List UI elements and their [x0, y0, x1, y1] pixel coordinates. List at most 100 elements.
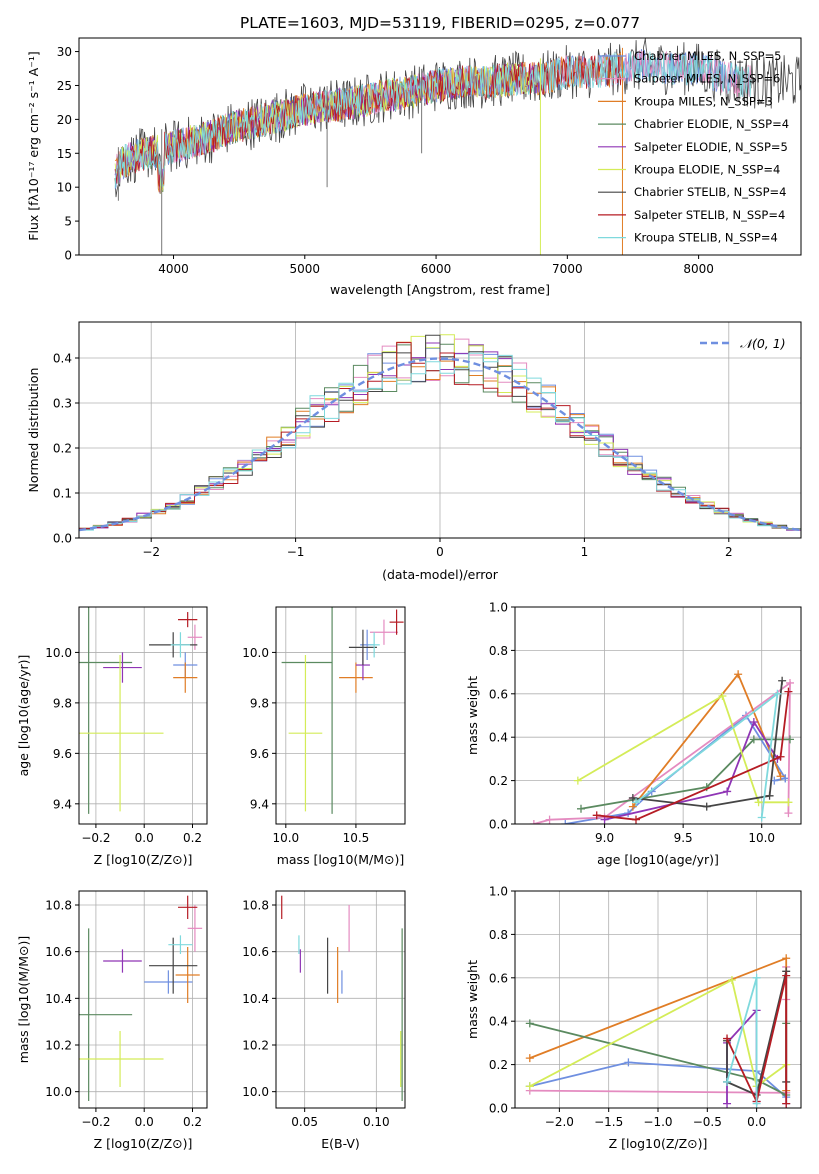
x-tick-label: −0.2	[81, 831, 110, 845]
y-tick-label: 0.2	[489, 1058, 508, 1072]
weight-marker	[752, 1099, 761, 1108]
x-tick-label: −2	[142, 545, 160, 559]
x-tick-label: 10.5	[343, 831, 370, 845]
axes-frame	[275, 890, 406, 1109]
mass-vs-metallicity-panel: −0.2 0.0 0.2 10.0 10.2 10.4 10.6 10.8 Z [log10(Z…	[16, 890, 208, 1151]
weight-marker	[752, 973, 761, 982]
y-tick-label: 0.8	[489, 644, 508, 658]
weight-line	[529, 978, 787, 1088]
y-tick-label: 9.4	[53, 797, 72, 811]
age-vs-mass-panel: 10.0 10.5 9.4 9.6 9.8 10.0 mass [log10(M/M⊙)]	[242, 606, 406, 867]
y-tick-label: 0.2	[489, 774, 508, 788]
x-tick-label: 4000	[158, 262, 189, 276]
y-axis-label: Normed distribution	[26, 368, 41, 493]
x-tick-label: 1	[581, 545, 589, 559]
x-tick-label: 0.0	[135, 831, 154, 845]
y-tick-label: 9.8	[250, 696, 269, 710]
x-tick-label: 6000	[421, 262, 452, 276]
x-tick-label: 0.05	[291, 1115, 318, 1129]
x-tick-label: 2	[725, 545, 733, 559]
x-tick-label: 9.0	[595, 831, 614, 845]
y-tick-label: 0.0	[489, 818, 508, 832]
legend-label: Chabrier MILES, N_SSP=5	[634, 49, 781, 63]
weight-line	[596, 691, 790, 821]
weight-marker	[723, 1099, 732, 1108]
weight-marker	[754, 798, 763, 807]
y-tick-label: 10.0	[45, 1085, 72, 1099]
histogram-steps	[79, 334, 801, 538]
y-axis-label: Flux [fλ10⁻¹⁷ erg cm⁻² s⁻¹ A⁻¹]	[26, 51, 41, 240]
weight-marker	[525, 1019, 534, 1028]
weight-marker	[757, 813, 766, 822]
y-axis-label: mass weight	[465, 676, 480, 755]
weight-marker	[765, 791, 774, 800]
legend-label: Salpeter ELODIE, N_SSP=5	[634, 140, 788, 154]
x-tick-label: 10.0	[748, 831, 775, 845]
weight-marker	[723, 1077, 732, 1086]
axes-frame	[514, 606, 802, 825]
weight-marker	[573, 776, 582, 785]
x-tick-label: 9.5	[674, 831, 693, 845]
weight-marker	[529, 820, 538, 824]
x-tick-label: −1.5	[594, 1115, 623, 1129]
y-tick-label: 25	[57, 79, 72, 93]
x-tick-label: 5000	[290, 262, 321, 276]
y-tick-label: 10.2	[45, 1039, 72, 1053]
y-axis-label: mass weight	[465, 960, 480, 1039]
y-axis-label: mass [log10(M/M⊙)]	[16, 936, 31, 1064]
y-tick-label: 0.4	[489, 1015, 508, 1029]
plot-area	[281, 895, 403, 1101]
x-tick-label: 8000	[683, 262, 714, 276]
weight-marker	[561, 820, 570, 824]
x-axis-label: Z [log10(Z/Z⊙)]	[94, 1136, 193, 1151]
y-tick-label: 15	[57, 147, 72, 161]
weight-marker	[773, 689, 782, 698]
axes-frame	[78, 606, 208, 825]
weight-marker	[749, 735, 758, 744]
legend-label: Kroupa ELODIE, N_SSP=4	[634, 163, 780, 177]
x-tick-label: −1.0	[643, 1115, 672, 1129]
mass-weight-vs-age-panel: 9.0 9.5 10.0 0.0 0.2 0.4 0.6 0.8 1.0 age [log10(a…	[465, 601, 802, 867]
weight-marker	[782, 971, 791, 980]
x-axis-label: wavelength [Angstrom, rest frame]	[330, 282, 550, 297]
y-tick-label: 0.0	[489, 1102, 508, 1116]
legend-label: Chabrier STELIB, N_SSP=4	[634, 185, 786, 199]
age-vs-metallicity-panel: −0.2 0.0 0.2 9.4 9.6 9.8 10.0 Z [log10(Z/Z⊙)] ag…	[16, 606, 208, 867]
axes-frame	[78, 890, 208, 1109]
weight-line	[632, 680, 783, 808]
y-tick-label: 0.2	[53, 442, 72, 456]
weight-marker	[784, 798, 793, 807]
y-tick-label: 30	[57, 45, 72, 59]
plot-area	[79, 895, 203, 1101]
residual-histogram-panel: −2 −1 0 1 2 0.0 0.1 0.2 0.3 0.4 (data-model)/error…	[26, 321, 802, 582]
weight-marker	[727, 975, 736, 984]
weight-marker	[624, 1058, 633, 1067]
y-tick-label: 10.0	[242, 1085, 269, 1099]
weight-marker	[628, 802, 637, 811]
y-tick-label: 1.0	[489, 885, 508, 899]
plot-area	[79, 607, 203, 814]
axes-frame	[78, 321, 802, 539]
legend-label: Salpeter STELIB, N_SSP=4	[634, 208, 785, 222]
y-tick-label: 9.6	[250, 747, 269, 761]
figure-title: PLATE=1603, MJD=53119, FIBERID=0295, z=0…	[240, 14, 640, 32]
x-tick-label: 0	[436, 545, 444, 559]
legend-label: Kroupa STELIB, N_SSP=4	[634, 231, 778, 245]
x-axis-label: (data-model)/error	[382, 567, 499, 582]
plot-area	[525, 954, 791, 1108]
x-tick-label: 0.0	[747, 1115, 766, 1129]
y-tick-label: 10.4	[242, 992, 269, 1006]
legend-label: Kroupa MILES, N_SSP=3	[634, 94, 773, 108]
legend-label: 𝒩(0, 1)	[740, 336, 786, 351]
y-tick-label: 10.8	[45, 899, 72, 913]
mass-vs-extinction-panel: 0.05 0.10 10.0 10.2 10.4 10.6 10.8 E(B-V)	[242, 890, 406, 1151]
weight-marker	[784, 809, 793, 818]
y-tick-label: 10.8	[242, 899, 269, 913]
weight-marker	[545, 815, 554, 824]
weight-line	[726, 975, 788, 1105]
x-axis-label: E(B-V)	[321, 1136, 360, 1151]
legend-label: Chabrier ELODIE, N_SSP=4	[634, 117, 789, 131]
x-tick-label: 0.2	[183, 1115, 202, 1129]
y-tick-label: 1.0	[489, 601, 508, 615]
